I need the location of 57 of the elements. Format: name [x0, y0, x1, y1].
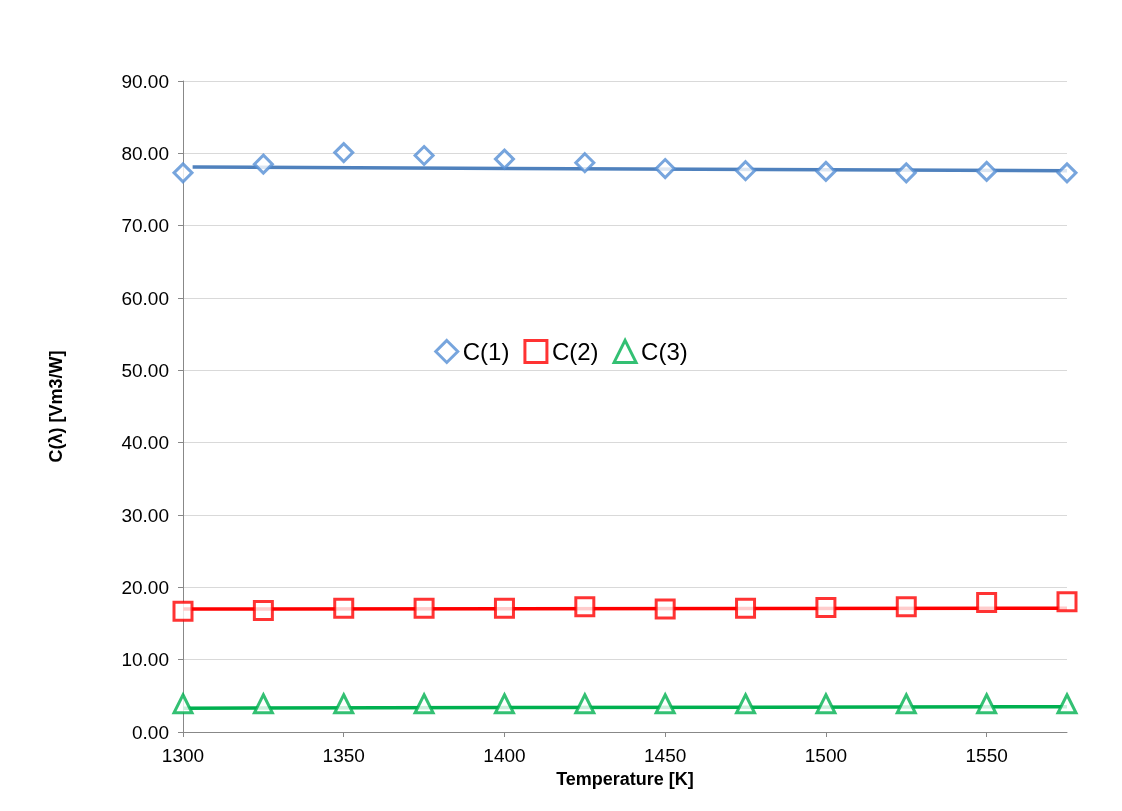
legend-label: C(2): [551, 337, 599, 365]
point: [252, 693, 274, 715]
y-tick-label: 60.00: [121, 287, 169, 309]
point: [1056, 693, 1078, 715]
y-tick-label: 80.00: [121, 142, 169, 164]
point: [413, 145, 435, 166]
y-tick-label: 70.00: [121, 215, 169, 237]
y-tick-label: 40.00: [121, 432, 169, 454]
point: [895, 693, 917, 715]
point: [333, 142, 355, 164]
point: [735, 693, 757, 715]
x-tick-label: 1450: [644, 745, 687, 766]
point: [172, 600, 194, 622]
point: [815, 693, 837, 715]
x-tick-label: 1550: [965, 745, 1008, 766]
point: [1056, 591, 1078, 613]
point: [815, 160, 837, 182]
y-tick-label: 30.00: [121, 504, 169, 526]
point: [413, 597, 435, 619]
legend-label: C(1): [462, 337, 510, 365]
y-tick-label: 0.00: [132, 721, 169, 743]
x-tick-label: 1400: [483, 745, 526, 766]
legend-label: C(3): [641, 337, 688, 365]
point: [574, 596, 596, 618]
point: [172, 693, 194, 715]
point: [413, 693, 435, 715]
point: [895, 162, 917, 184]
point: [333, 597, 355, 619]
point: [654, 693, 676, 715]
point: [574, 693, 596, 715]
point: [976, 693, 998, 715]
x-axis-title: Temperature [K]: [556, 769, 694, 789]
point: [493, 148, 515, 170]
x-tick-label: 1350: [322, 745, 365, 766]
y-axis-title: C(λ) [Vm3/W]: [46, 350, 66, 463]
point: [735, 160, 757, 182]
point: [252, 153, 274, 175]
point: [815, 597, 837, 619]
point: [574, 152, 596, 174]
x-tick-label: 1300: [161, 745, 205, 766]
point: [493, 693, 515, 715]
point: [735, 597, 757, 619]
point: [654, 158, 676, 180]
y-tick-label: 20.00: [121, 576, 169, 598]
y-tick-label: 90.00: [121, 70, 169, 92]
y-tick-label: 50.00: [121, 359, 169, 381]
point: [1056, 162, 1078, 184]
point: [895, 596, 917, 618]
x-tick-label: 1500: [804, 745, 848, 766]
y-tick-label: 10.00: [121, 649, 169, 671]
point: [493, 597, 515, 619]
point: [654, 598, 676, 620]
point: [172, 162, 194, 184]
point: [333, 693, 355, 715]
point: [976, 160, 998, 182]
point: [976, 592, 998, 614]
point: [252, 599, 274, 621]
